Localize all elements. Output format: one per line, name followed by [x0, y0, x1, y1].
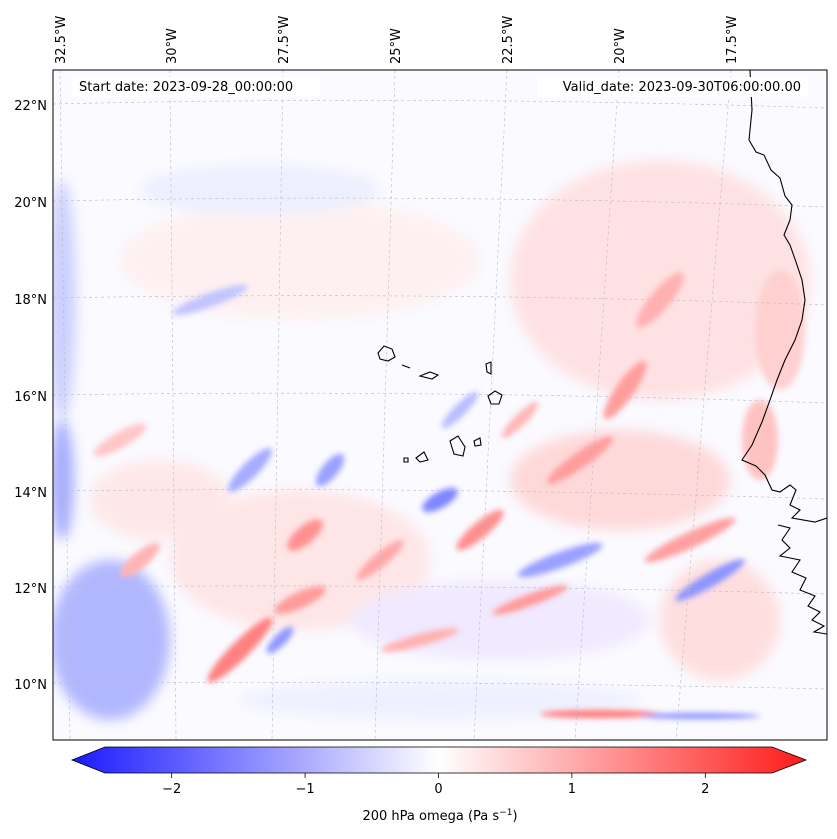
latitude-labels: 22°N 20°N 18°N 16°N 14°N 12°N 10°N: [14, 99, 47, 693]
omega-field: Start date: 2023-09-28_00:00:00 Valid_da…: [53, 70, 827, 740]
lat-label: 12°N: [14, 582, 47, 597]
colorbar-label: 200 hPa omega (Pa s−1): [362, 808, 517, 824]
lon-label: 30°W: [165, 28, 180, 64]
colorbar-tick-label: −1: [296, 782, 315, 797]
island-brava: [403, 457, 409, 463]
island-sao-nicolau: [418, 371, 440, 380]
lat-label: 18°N: [14, 293, 47, 308]
island-sao-vicente: [401, 364, 411, 369]
lat-label: 10°N: [14, 678, 47, 693]
start-date-box: [72, 77, 320, 97]
island-boa-vista: [487, 390, 503, 405]
lon-label: 20°W: [613, 28, 628, 64]
island-maio: [473, 437, 482, 447]
island-santo-antao: [377, 345, 396, 362]
graticule: [53, 70, 827, 740]
lon-label: 25°W: [389, 28, 404, 64]
map-panel: Start date: 2023-09-28_00:00:00 Valid_da…: [52, 69, 828, 741]
lat-label: 16°N: [14, 390, 47, 405]
island-fogo: [415, 451, 429, 463]
colorbar-tick-label: −2: [162, 782, 181, 797]
map-frame: [52, 69, 828, 741]
lon-label: 27.5°W: [277, 16, 292, 64]
colorbar-bar: [70, 746, 808, 774]
colorbar-ticks: −2 −1 0 1 2: [162, 773, 709, 797]
island-santiago: [449, 435, 466, 457]
colorbar-tick-label: 0: [434, 782, 442, 797]
lat-label: 20°N: [14, 196, 47, 211]
colorbar-tick-label: 2: [701, 782, 709, 797]
valid-date-box: [538, 77, 808, 97]
longitude-labels: 32.5°W 30°W 27.5°W 25°W 22.5°W 20°W 17.5…: [54, 16, 740, 64]
coastline: [377, 70, 827, 635]
lat-label: 22°N: [14, 99, 47, 114]
lon-label: 22.5°W: [501, 16, 516, 64]
lon-label: 32.5°W: [54, 16, 69, 64]
valid-date-label: Valid_date: 2023-09-30T06:00:00.00: [563, 80, 801, 95]
lat-label: 14°N: [14, 486, 47, 501]
lon-label: 17.5°W: [725, 16, 740, 64]
island-sal: [485, 361, 492, 375]
colorbar: −2 −1 0 1 2 200 hPa omega (Pa s−1): [70, 746, 808, 824]
start-date-label: Start date: 2023-09-28_00:00:00: [79, 80, 293, 95]
colorbar-tick-label: 1: [568, 782, 576, 797]
